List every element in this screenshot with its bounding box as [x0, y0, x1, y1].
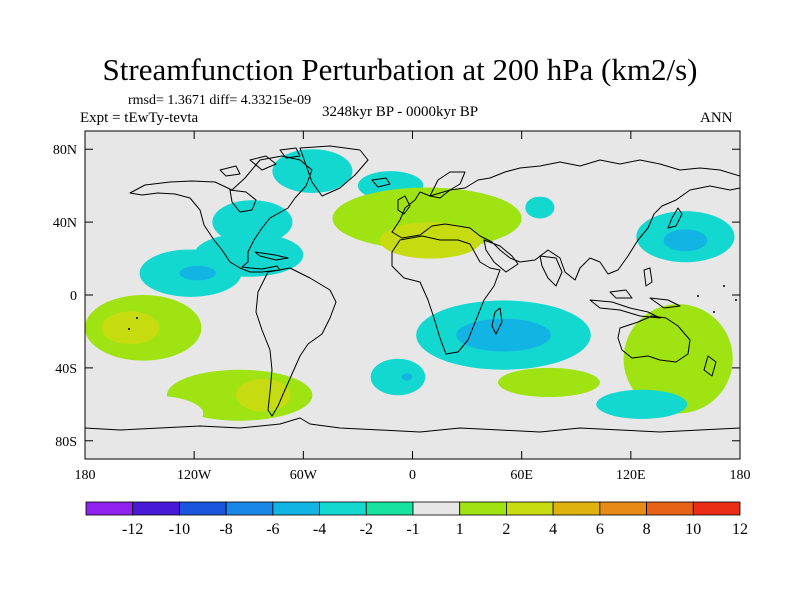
contour-region-0	[272, 149, 353, 193]
colorbar-label: 8	[643, 521, 651, 538]
dot	[713, 311, 715, 313]
season-label: ANN	[700, 110, 733, 126]
contour-region-12	[101, 311, 160, 345]
coast-eurasia	[391, 159, 740, 281]
x-tick-label: 60W	[290, 468, 318, 483]
colorbar-label: -8	[219, 521, 232, 538]
stats-text: rmsd= 1.3671 diff= 4.33215e-09	[128, 93, 312, 108]
colorbar-swatch	[692, 501, 741, 516]
y-tick-label: 80S	[55, 435, 77, 450]
dot	[697, 295, 699, 297]
colorbar-swatch	[599, 501, 647, 516]
period-label: 3248kyr BP - 0000kyr BP	[322, 104, 479, 120]
coast-north-america	[129, 155, 313, 273]
dot	[723, 285, 725, 287]
colorbar-swatch	[646, 501, 694, 516]
colorbar-swatch	[132, 501, 180, 516]
coast-greenland	[299, 145, 369, 197]
contour-region-8	[525, 196, 555, 219]
experiment-label: Expt = tEwTy-tevta	[80, 110, 199, 126]
dot	[735, 299, 737, 301]
colorbar-swatch	[365, 501, 414, 516]
colorbar-swatch	[179, 501, 227, 516]
contour-region-10	[663, 229, 708, 252]
contour-region-16	[370, 358, 426, 396]
x-tick-label: 60E	[510, 468, 533, 483]
coastlines	[85, 145, 740, 433]
contour-region-15	[94, 395, 204, 432]
y-tick-label: 0	[70, 289, 77, 304]
coast-japan	[667, 207, 683, 229]
colorbar-swatch	[225, 501, 274, 516]
colorbar-label: -12	[122, 521, 143, 538]
colorbar-label: -1	[406, 521, 419, 538]
contour-dots	[128, 285, 737, 330]
colorbar-label: -6	[266, 521, 279, 538]
coast-cuba	[254, 251, 289, 261]
contour-region-17	[401, 373, 413, 381]
coast-indonesia	[589, 289, 681, 319]
x-tick-label: 180	[75, 468, 96, 483]
colorbar-swatch	[272, 501, 320, 516]
colorbar-label: 6	[596, 521, 604, 538]
coast-india	[539, 255, 563, 287]
colorbar-label: 1	[456, 521, 464, 538]
colorbar-label: -4	[313, 521, 326, 538]
colorbar-label: -10	[169, 521, 190, 538]
coast-iceland	[371, 177, 391, 188]
coast-hudson-bay	[229, 189, 257, 213]
colorbar-swatch	[459, 501, 507, 516]
colorbar-label: 2	[502, 521, 510, 538]
contour-region-5	[179, 265, 216, 281]
colorbar: -12 -10 -8 -6 -4 -2 -1 1 2 4 6 8 10 12	[85, 501, 748, 538]
coast-philippines	[643, 267, 653, 287]
coast-scandinavia	[429, 171, 466, 197]
colorbar-label: 4	[549, 521, 557, 538]
colorbar-label: -2	[360, 521, 373, 538]
colorbar-swatch	[319, 501, 367, 516]
colorbar-label: 10	[685, 521, 701, 538]
coast-new-zealand	[703, 355, 717, 377]
contour-region-7	[379, 222, 482, 259]
coast-australia	[617, 315, 691, 363]
y-tick-label: 40N	[53, 216, 77, 231]
coast-arctic-islands	[219, 147, 301, 177]
colorbar-label: 12	[732, 521, 748, 538]
coast-british-isles	[397, 195, 411, 215]
coast-arabia	[483, 239, 519, 273]
contour-region-22	[596, 389, 688, 419]
x-tick-label: 180	[730, 468, 751, 483]
colorbar-swatch	[85, 501, 134, 516]
contour-region-19	[456, 318, 551, 352]
x-tick-label: 0	[409, 468, 416, 483]
colorbar-swatch	[552, 501, 601, 516]
coast-south-america	[255, 267, 337, 417]
dot	[136, 317, 138, 319]
axis-ticks: 80N 40N 0 40S 80S 180 120W 60W 0 60E 120E 180	[53, 131, 751, 483]
y-tick-label: 40S	[55, 362, 77, 377]
contour-region-21	[623, 304, 733, 414]
colorbar-swatch	[506, 501, 554, 516]
contour-region-14	[236, 378, 291, 412]
coast-antarctica	[85, 417, 740, 433]
plot-title: Streamfunction Perturbation at 200 hPa (…	[102, 52, 698, 87]
colorbar-swatch	[412, 501, 461, 516]
contour-region-2	[212, 200, 293, 244]
x-tick-label: 120W	[177, 468, 212, 483]
y-tick-label: 80N	[53, 143, 77, 158]
x-tick-label: 120E	[616, 468, 646, 483]
contour-region-20	[498, 367, 600, 398]
dot	[128, 328, 130, 330]
plot-area	[85, 131, 740, 459]
contour-fills	[85, 149, 735, 432]
coast-africa	[391, 235, 501, 355]
coast-madagascar	[491, 307, 503, 335]
